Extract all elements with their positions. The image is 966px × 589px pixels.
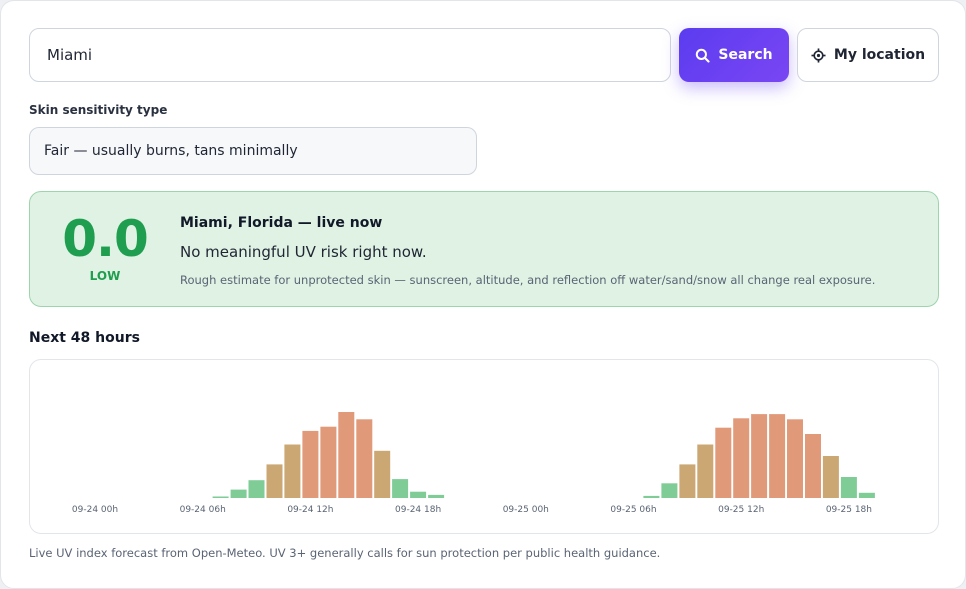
- uv-bar: [230, 489, 247, 498]
- current-uv-panel: 0.0 LOW Miami, Florida — live now No mea…: [29, 191, 939, 307]
- uv-bar: [840, 477, 857, 498]
- uv-bar: [643, 495, 660, 498]
- uv-bar: [338, 412, 355, 498]
- search-button[interactable]: Search: [679, 28, 789, 82]
- uv-bar: [787, 419, 803, 498]
- sensitivity-selected-value: Fair — usually burns, tans minimally: [44, 143, 298, 159]
- estimate-note: Rough estimate for unprotected skin — su…: [180, 273, 876, 287]
- data-source-footnote: Live UV index forecast from Open-Meteo. …: [29, 546, 661, 560]
- x-tick-label: 09-24 06h: [180, 505, 226, 515]
- x-tick-label: 09-24 18h: [395, 505, 441, 515]
- location-title: Miami, Florida — live now: [180, 215, 383, 231]
- forecast-title: Next 48 hours: [29, 330, 140, 346]
- uv-level-badge: LOW: [89, 269, 121, 283]
- uv-bar: [302, 430, 319, 498]
- uv-bar: [715, 427, 732, 498]
- uv-index-value: 0.0: [62, 210, 149, 268]
- x-tick-label: 09-25 18h: [826, 505, 872, 515]
- uv-bar: [266, 464, 283, 498]
- uv-bar: [679, 464, 696, 498]
- uv-bar: [858, 492, 875, 498]
- uv-bar: [410, 491, 427, 498]
- uv-bar: [805, 434, 821, 498]
- uv-bar: [374, 450, 391, 498]
- uv-bar: [284, 444, 301, 498]
- uv-bar: [320, 426, 337, 498]
- uv-bar: [822, 456, 839, 498]
- uv-bar: [356, 419, 373, 498]
- uv-bar: [661, 483, 678, 498]
- sensitivity-label: Skin sensitivity type: [29, 103, 168, 117]
- uv-bar-chart: 09-24 00h 09-24 06h 09-24 12h 09-24 18h 09-2…: [72, 412, 875, 515]
- uv-bar: [428, 494, 445, 498]
- my-location-label: My location: [833, 47, 926, 63]
- x-tick-label: 09-25 00h: [503, 505, 549, 515]
- uv-bar: [769, 414, 786, 498]
- city-search-input[interactable]: [29, 28, 671, 82]
- x-tick-label: 09-25 12h: [718, 505, 764, 515]
- uv-bar: [751, 414, 768, 498]
- search-icon: [696, 48, 710, 63]
- x-tick-label: 09-25 06h: [610, 505, 656, 515]
- uv-bar: [697, 444, 714, 498]
- uv-bar: [392, 479, 409, 498]
- search-button-label: Search: [718, 47, 773, 63]
- uv-bar: [248, 480, 265, 498]
- locate-icon: [811, 47, 826, 63]
- uv-bar: [733, 418, 750, 498]
- x-tick-label: 09-24 12h: [287, 505, 333, 515]
- risk-message: No meaningful UV risk right now.: [180, 243, 427, 261]
- my-location-button[interactable]: My location: [797, 28, 939, 82]
- sensitivity-select[interactable]: Fair — usually burns, tans minimally: [29, 127, 477, 175]
- uv-bar: [212, 496, 229, 498]
- forecast-chart: 09-24 00h 09-24 06h 09-24 12h 09-24 18h 09-2…: [29, 359, 939, 534]
- x-tick-label: 09-24 00h: [72, 505, 118, 515]
